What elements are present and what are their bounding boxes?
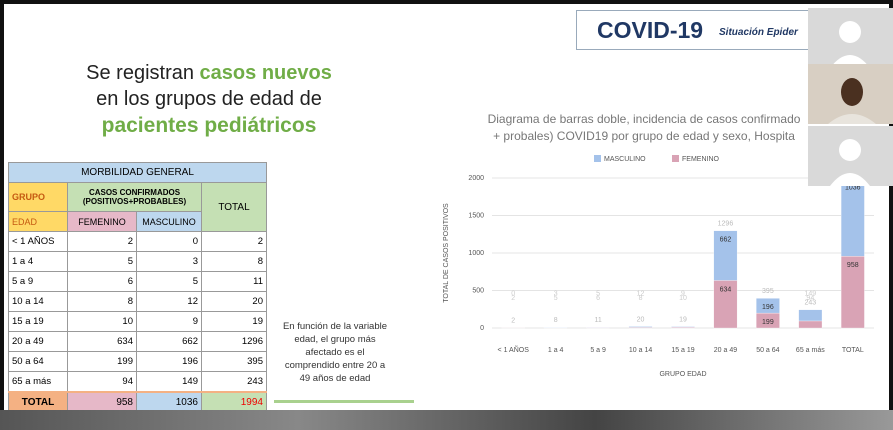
table-row: 65 a más 94 149 243 [8,371,267,393]
bar-segment [713,230,738,281]
x-tick-label: TOTAL [842,347,864,354]
header-subtitle: Situación Epider [719,27,798,38]
x-tick-label: < 1 AÑOS [498,345,530,354]
bar-total: 20 [637,316,645,323]
bar-segment [798,309,823,322]
bar-label: 199 [762,319,774,326]
bar-label: 5 [554,295,558,302]
note: En función de la variable edad, el grupo … [276,320,394,385]
table-row: TOTAL 958 1036 1994 [8,391,267,413]
chart: Diagrama de barras doble, incidencia de … [443,112,874,378]
chart-title: Diagrama de barras doble, incidencia de … [488,112,801,126]
table-total: TOTAL [8,391,68,413]
heading-highlight: casos nuevos [199,62,332,84]
video-tile [808,8,893,68]
bar-label: 8 [639,295,643,302]
table-row: EDAD FEMENINO MASCULINO [8,211,267,232]
heading-text: Se registran [86,62,194,84]
bar-total: 11 [594,317,601,324]
table-cell: 50 a 64 [8,351,68,372]
x-tick-label: 50 a 64 [756,347,779,354]
note-line: edad, el grupo más [294,334,376,345]
slide-header: COVID-19 Situación Epider [576,10,816,50]
table-row: < 1 AÑOS 2 0 2 [8,231,267,252]
bar-label: 2 [511,295,515,302]
y-tick-label: 0 [480,325,484,332]
y-tick-label: 1500 [468,212,484,219]
bar-label: 662 [720,237,732,244]
video-tile [808,64,893,124]
bar-total: 8 [554,317,558,324]
bar-label: 149 [804,290,816,297]
y-axis-label: TOTAL DE CASOS POSITIVOS [443,203,450,303]
note-line: comprendido entre 20 a [284,360,386,371]
x-tick-label: 1 a 4 [548,347,564,354]
bar-label: 5 [596,290,600,297]
table-row: 20 a 49 634 662 1296 [8,331,267,352]
header-title: COVID-19 [597,17,704,43]
y-tick-label: 500 [472,287,484,294]
bar-label: 196 [762,304,774,311]
bar-label: 6 [596,295,600,302]
table-head: MASCULINO [136,211,202,232]
legend-label: MASCULINO [604,156,646,163]
table-title: MORBILIDAD GENERAL [8,162,267,183]
slide: COVID-19 Situación Epider Se registran ca… [4,4,889,424]
bar-segment [671,326,695,328]
table-cell: 199 [67,351,137,372]
bar-label: 1036 [845,184,861,191]
bar-label: 9 [681,290,685,297]
table-row: MORBILIDAD GENERAL [8,162,267,183]
bar-total: 19 [679,316,687,323]
x-tick-label: 10 a 14 [629,347,652,354]
bar-segment [756,298,780,314]
heading-line: Se registran casos nuevos [44,62,374,85]
x-tick-label: 5 a 9 [590,347,606,354]
table-row: 50 a 64 199 196 395 [8,351,267,372]
x-axis-label: GRUPO EDAD [659,371,706,378]
bar-label: 94 [806,295,814,302]
table-head: CASOS CONFIRMADOS (POSITIVOS+PROBABLES) [67,182,202,212]
bar-label: 634 [720,286,732,293]
table-cell: 395 [201,351,267,372]
note-line: 49 años de edad [299,373,371,384]
bar-total: 395 [762,288,774,295]
bar-label: 0 [511,290,515,297]
chart-title: + probales) COVID19 por grupo de edad y … [493,129,795,143]
bar-total: 243 [804,300,816,307]
legend-swatch [672,155,679,162]
note-line: En función de la variable [282,321,388,332]
table-row: 15 a 19 10 9 19 [8,311,267,332]
taskbar [0,410,893,430]
bar-segment [798,320,823,329]
bar-label: 12 [637,290,645,297]
note-line: afectado es el [305,347,365,358]
video-tile [808,126,893,186]
table-row: 10 a 14 8 12 20 [8,291,267,312]
bar-total: 2 [511,318,515,325]
table-total: 958 [67,391,137,413]
bar-label: 958 [847,262,859,269]
data-table: MORBILIDAD GENERAL GRUPO CASOS CONFIRMADOS… [8,162,267,413]
y-tick-label: 2000 [468,175,484,182]
y-tick-label: 1000 [468,250,484,257]
table-head: FEMENINO [67,211,137,232]
x-tick-label: 20 a 49 [714,347,737,354]
table-total: 1036 [136,391,202,413]
x-tick-label: 15 a 19 [671,347,694,354]
legend-label: FEMENINO [682,156,720,163]
bar-segment [628,326,653,328]
bar-label: 10 [679,295,687,302]
bar-total: 1296 [718,221,734,228]
heading-highlight: pacientes pediátricos [101,114,317,137]
legend-swatch [594,155,601,162]
x-tick-label: 65 a más [796,347,825,354]
note-underline [274,400,414,403]
heading-line: en los grupos de edad de [96,88,322,110]
bar-label: 3 [554,290,558,297]
